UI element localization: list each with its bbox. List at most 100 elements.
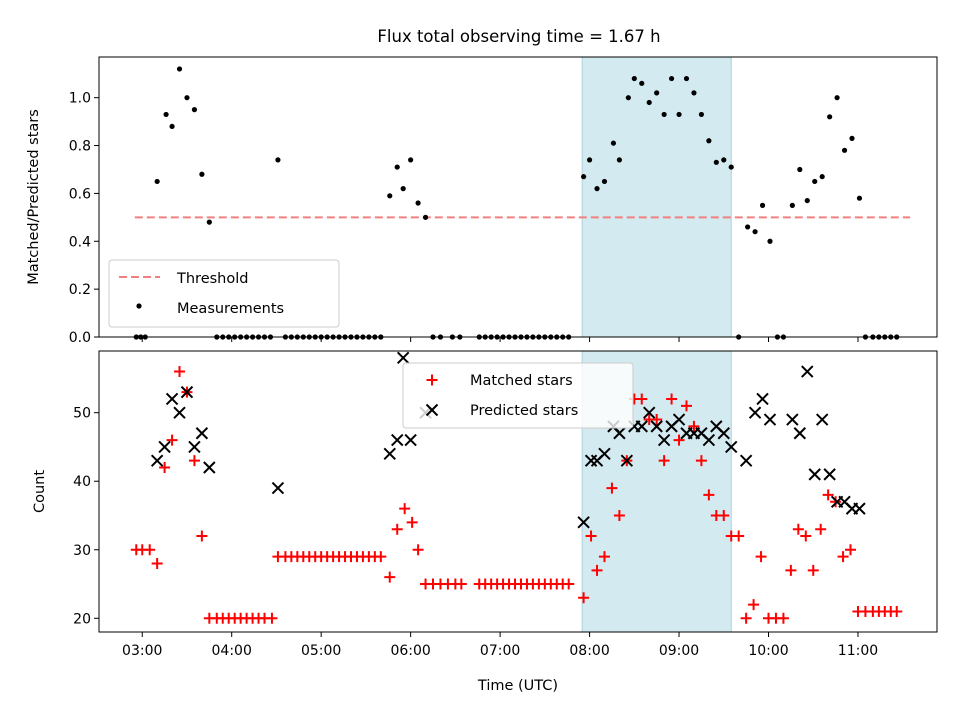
matched-star-point bbox=[606, 482, 618, 494]
measurement-point bbox=[154, 178, 160, 185]
matched-star-point bbox=[406, 516, 418, 528]
matched-star-point bbox=[845, 544, 857, 556]
top-legend-box bbox=[108, 259, 340, 328]
measurement-point bbox=[387, 193, 393, 199]
bottom-x-tick-label: 08:00 bbox=[569, 643, 609, 659]
matched-star-point bbox=[695, 455, 707, 467]
predicted-star-point bbox=[672, 413, 686, 426]
predicted-star-point bbox=[188, 440, 201, 454]
bottom-y-tick-label: 40 bbox=[73, 474, 91, 490]
measurement-point bbox=[849, 135, 855, 141]
measurement-point bbox=[199, 171, 205, 177]
matched-star-point bbox=[733, 530, 745, 542]
measurement-point bbox=[668, 75, 675, 82]
matched-star-point bbox=[151, 557, 163, 569]
top-x-ticks bbox=[141, 337, 859, 342]
measurement-point bbox=[169, 123, 175, 130]
measurement-point bbox=[594, 186, 600, 192]
predicted-star-point bbox=[613, 427, 626, 440]
predicted-star-point bbox=[793, 427, 807, 440]
matched-star-point bbox=[585, 530, 597, 542]
measurement-point bbox=[819, 174, 825, 180]
measurement-point bbox=[646, 99, 652, 106]
predicted-star-point bbox=[173, 406, 186, 419]
top-axes-frame bbox=[98, 56, 938, 338]
matched-stars-series bbox=[130, 366, 903, 624]
bottom-x-tick-label: 07:00 bbox=[480, 643, 520, 659]
bottom-legend: Matched stars Predicted stars bbox=[402, 362, 634, 429]
predicted-star-point bbox=[643, 406, 656, 419]
bottom-y-tick-label: 50 bbox=[73, 406, 91, 422]
measurements-legend-swatch bbox=[136, 303, 142, 309]
matched-star-point bbox=[755, 551, 767, 563]
threshold-legend-label: Threshold bbox=[176, 271, 248, 287]
measurement-point bbox=[745, 224, 751, 230]
measurement-point bbox=[856, 195, 863, 201]
matched-star-point bbox=[785, 564, 797, 576]
top-y-tick-label: 0.2 bbox=[69, 282, 91, 298]
measurement-point bbox=[191, 107, 198, 113]
predicted-star-point bbox=[801, 365, 814, 378]
predicted-star-point bbox=[158, 440, 171, 454]
predicted-star-point bbox=[725, 440, 738, 454]
measurement-point bbox=[654, 90, 660, 96]
matched-star-point bbox=[613, 509, 625, 521]
top-y-ticks: 0.0 0.2 0.4 0.6 0.8 1.0 bbox=[69, 91, 99, 346]
measurement-point bbox=[415, 200, 421, 206]
measurement-point bbox=[841, 147, 848, 153]
matched-star-point bbox=[673, 434, 685, 446]
matched-star-point bbox=[375, 551, 387, 563]
measurements-legend-label: Measurements bbox=[177, 301, 284, 317]
matched-star-point bbox=[658, 455, 670, 467]
predicted-star-point bbox=[195, 427, 209, 440]
predicted-star-point bbox=[150, 454, 164, 467]
bottom-y-tick-label: 30 bbox=[73, 543, 91, 559]
bottom-x-tick-label: 11:00 bbox=[838, 643, 878, 659]
matched-star-point bbox=[399, 503, 411, 515]
predicted-star-point bbox=[823, 468, 836, 481]
predicted-star-point bbox=[786, 413, 799, 426]
measurement-point bbox=[176, 66, 183, 72]
predicted-star-point bbox=[620, 454, 634, 467]
matched-star-point bbox=[815, 523, 827, 535]
predicted-star-point bbox=[853, 502, 866, 515]
predicted-star-point bbox=[717, 427, 730, 440]
matched-star-point bbox=[666, 393, 678, 405]
top-legend: Threshold Measurements bbox=[108, 259, 340, 328]
measurement-point bbox=[683, 75, 690, 82]
measurement-point bbox=[789, 202, 795, 208]
predicted-star-point bbox=[635, 420, 648, 433]
predicted-stars-legend-swatch bbox=[425, 403, 439, 417]
measurement-point bbox=[394, 164, 400, 170]
bottom-y-tick-label: 20 bbox=[73, 611, 91, 627]
measurement-point bbox=[834, 95, 840, 101]
measurement-point bbox=[797, 166, 803, 173]
bottom-x-tick-label: 05:00 bbox=[301, 643, 341, 659]
predicted-star-point bbox=[404, 433, 417, 447]
matched-star-point bbox=[412, 544, 424, 556]
measurement-point bbox=[601, 178, 608, 185]
measurement-point bbox=[631, 75, 637, 82]
matched-star-point bbox=[598, 551, 610, 563]
measurement-point bbox=[661, 111, 667, 118]
matched-star-point bbox=[688, 420, 700, 432]
top-y-tick-label: 1.0 bbox=[69, 91, 91, 107]
matched-star-point bbox=[196, 530, 208, 542]
predicted-star-point bbox=[598, 447, 611, 461]
bottom-x-tick-label: 04:00 bbox=[212, 643, 252, 659]
predicted-star-point bbox=[180, 385, 194, 399]
measurement-point bbox=[275, 157, 281, 163]
matched-stars-legend-swatch bbox=[426, 374, 438, 386]
predicted-stars-series bbox=[150, 351, 866, 529]
predicted-star-point bbox=[203, 461, 216, 474]
measurement-point bbox=[767, 238, 773, 244]
measurement-point bbox=[625, 95, 631, 101]
matched-star-point bbox=[144, 544, 156, 556]
measurement-point bbox=[812, 178, 818, 185]
predicted-star-point bbox=[271, 481, 285, 495]
predicted-star-point bbox=[702, 433, 716, 447]
matched-star-point bbox=[578, 592, 590, 604]
matched-star-point bbox=[455, 578, 467, 590]
predicted-star-point bbox=[165, 392, 179, 406]
